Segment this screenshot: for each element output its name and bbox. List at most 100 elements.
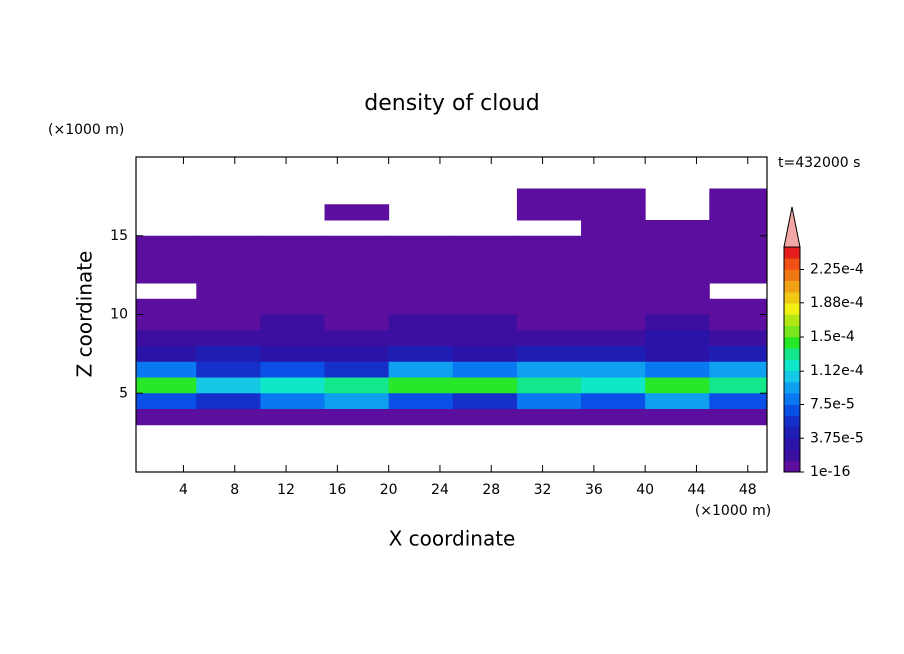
colorbar-swatch	[784, 393, 800, 405]
x-tick-label: 20	[380, 482, 398, 498]
contour-cell	[709, 377, 767, 394]
contour-cell	[388, 298, 454, 315]
contour-cell	[388, 409, 454, 426]
colorbar-swatch	[784, 359, 800, 372]
contour-cell	[196, 267, 261, 284]
colorbar-swatch	[784, 427, 800, 439]
contour-cell	[581, 330, 646, 347]
contour-cell	[260, 346, 326, 363]
colorbar-swatch	[784, 415, 800, 428]
contour-cell	[452, 409, 518, 426]
contour-cell	[324, 346, 390, 363]
contour-cell	[388, 377, 454, 394]
contour-cell	[136, 361, 197, 378]
contour-cell	[452, 330, 518, 347]
contour-cell	[196, 377, 261, 394]
contour-cell	[260, 361, 326, 378]
contour-cell	[645, 330, 710, 347]
colorbar-extend	[783, 206, 801, 248]
contour-cell	[324, 377, 390, 394]
contour-cell	[388, 283, 454, 300]
contour-cell	[645, 220, 710, 237]
colorbar-tick-label: 2.25e-4	[810, 262, 864, 278]
colorbar-tick-label: 3.75e-5	[810, 430, 864, 446]
colorbar-tick-label: 7.5e-5	[810, 397, 855, 413]
contour-cell	[581, 298, 646, 315]
contour-cell	[324, 283, 390, 300]
contour-cell	[136, 267, 197, 284]
contour-cell	[709, 251, 767, 268]
contour-cell	[136, 251, 197, 268]
contour-cell	[136, 377, 197, 394]
contour-cell	[581, 377, 646, 394]
contour-cell	[452, 314, 518, 331]
contour-cell	[645, 393, 710, 410]
contour-cell	[581, 220, 646, 237]
contour-cell	[196, 235, 261, 252]
y-tick-label: 5	[119, 385, 128, 401]
contour-cell	[516, 283, 582, 300]
contour-cell	[196, 361, 261, 378]
contour-cell	[452, 251, 518, 268]
contour-cell	[260, 377, 326, 394]
contour-cell	[388, 346, 454, 363]
contour-cell	[645, 283, 710, 300]
time-annotation: t=432000 s	[778, 155, 860, 171]
contour-cell	[709, 361, 767, 378]
colorbar-swatch	[784, 460, 800, 473]
contour-cell	[709, 267, 767, 284]
y-axis-label: Z coordinate	[73, 251, 97, 378]
y-unit: (×1000 m)	[48, 122, 124, 138]
contour-cell	[581, 393, 646, 410]
x-tick-label: 24	[431, 482, 449, 498]
contour-cell	[452, 235, 518, 252]
contour-cell	[516, 298, 582, 315]
contour-cell	[709, 235, 767, 252]
x-axis-label: X coordinate	[389, 527, 516, 551]
contour-cell	[516, 393, 582, 410]
colorbar-tick-label: 1.5e-4	[810, 329, 855, 345]
contour-cell	[645, 377, 710, 394]
contour-cell	[516, 251, 582, 268]
x-tick-label: 40	[636, 482, 654, 498]
contour-cell	[388, 393, 454, 410]
contour-cell	[452, 346, 518, 363]
contour-cell	[581, 204, 646, 221]
contour-cell	[136, 346, 197, 363]
y-tick-label: 15	[110, 228, 128, 244]
contour-cell	[516, 346, 582, 363]
contour-cell	[324, 298, 390, 315]
contour-cell	[516, 204, 582, 221]
contour-cell	[388, 235, 454, 252]
contour-cell	[260, 330, 326, 347]
contour-cell	[388, 267, 454, 284]
contour-cell	[452, 267, 518, 284]
contour-cell	[516, 188, 582, 205]
contour-cell	[581, 267, 646, 284]
contour-cell	[516, 361, 582, 378]
colorbar-frame	[783, 246, 801, 473]
contour-cell	[196, 314, 261, 331]
x-tick-label: 4	[179, 482, 188, 498]
contour-cell	[136, 393, 197, 410]
colorbar-tick-label: 1e-16	[810, 464, 850, 480]
contour-cell	[260, 251, 326, 268]
contour-cell	[196, 283, 261, 300]
contour-cell	[136, 235, 197, 252]
contour-cell	[709, 188, 767, 205]
colorbar-swatch	[784, 247, 800, 259]
x-tick-label: 16	[328, 482, 346, 498]
contour-cell	[516, 235, 582, 252]
colorbar-swatch	[784, 438, 800, 450]
contour-cell	[324, 361, 390, 378]
y-tick-label: 10	[110, 307, 128, 323]
contour-cell	[324, 330, 390, 347]
contour-cell	[196, 346, 261, 363]
contour-cell	[581, 361, 646, 378]
x-tick-label: 44	[688, 482, 706, 498]
contour-cell	[260, 235, 326, 252]
contour-cell	[324, 267, 390, 284]
contour-cell	[136, 298, 197, 315]
colorbar-swatch	[784, 325, 800, 338]
contour-cell	[709, 298, 767, 315]
